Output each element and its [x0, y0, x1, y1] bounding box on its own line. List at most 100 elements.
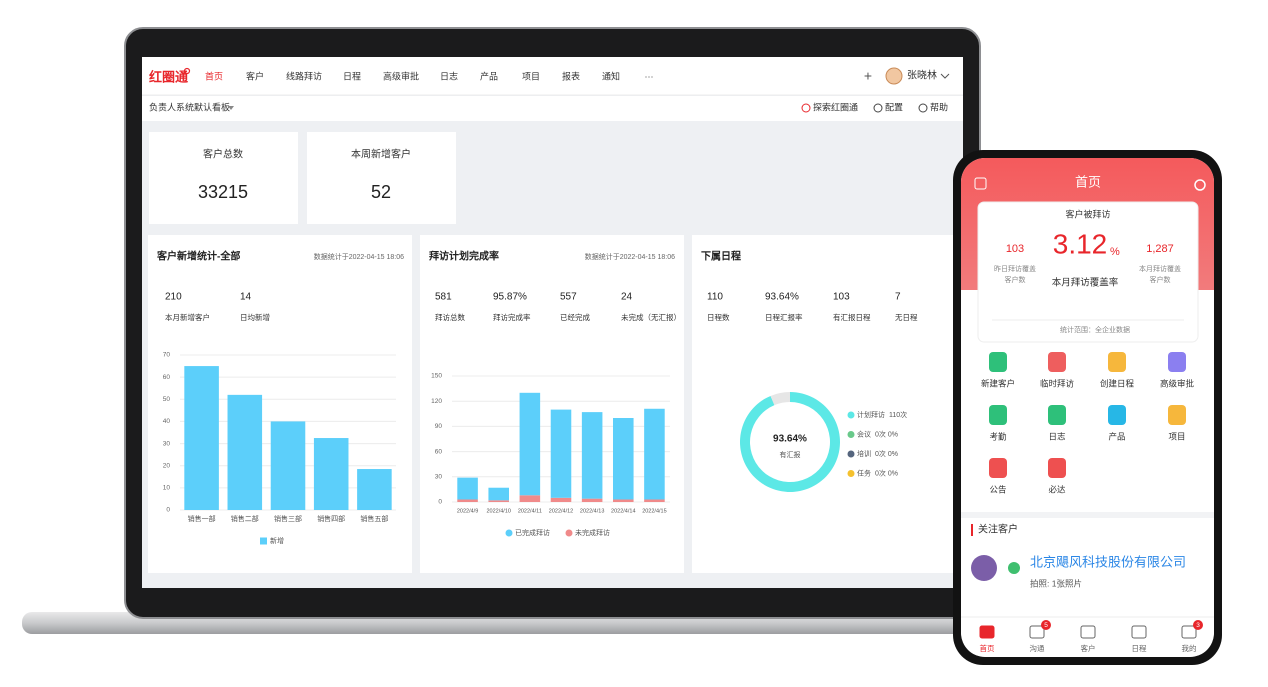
y-tick-label: 50 [163, 396, 171, 403]
legend-swatch[interactable] [847, 431, 855, 438]
x-tick-label: 2022/4/15 [642, 508, 666, 514]
x-tick-label: 销售三部 [274, 514, 302, 523]
nav-item[interactable]: 项目 [522, 71, 540, 81]
bar-segment [519, 495, 541, 502]
shortcut-icon[interactable] [1168, 352, 1186, 372]
bar-segment [644, 499, 665, 502]
scan-icon[interactable] [974, 177, 987, 190]
panel-stamp: 数据统计于2022-04-15 18:06 [314, 252, 404, 261]
nav-item[interactable]: 线路拜访 [286, 70, 322, 81]
shortcut-label[interactable]: 项目 [1168, 431, 1185, 441]
right-value: 1,287 [1146, 243, 1174, 255]
legend-label[interactable]: 计划拜访 [857, 410, 885, 419]
legend-swatch[interactable] [847, 470, 855, 477]
customer-note: 拍照: 1张照片 [1030, 578, 1082, 588]
tab-icon[interactable] [979, 625, 995, 639]
shortcut-label[interactable]: 必达 [1048, 484, 1066, 494]
y-tick-label: 70 [163, 352, 171, 359]
shortcut-label[interactable]: 临时拜访 [1040, 378, 1075, 388]
shortcut-icon[interactable] [989, 458, 1007, 478]
shortcut-icon[interactable] [1048, 458, 1066, 478]
shortcut-label[interactable]: 创建日程 [1100, 378, 1135, 388]
badge-count: 3 [1196, 622, 1200, 629]
shortcut-label[interactable]: 产品 [1108, 431, 1125, 441]
shortcut-icon[interactable] [1168, 405, 1186, 425]
legend-label[interactable]: 新增 [270, 536, 284, 545]
legend-detail[interactable]: 110次 [889, 410, 907, 419]
toolbar-link[interactable]: 配置 [885, 102, 903, 112]
shortcut-icon[interactable] [989, 352, 1007, 372]
y-tick-label: 30 [163, 440, 171, 447]
board-selector[interactable]: 负责人系统默认看板 [149, 101, 230, 112]
legend-detail[interactable]: 0次 0% [875, 449, 898, 458]
nav-item[interactable]: 客户 [246, 70, 264, 81]
customer-name[interactable]: 北京飓风科技股份有限公司 [1030, 554, 1186, 569]
nav-item[interactable]: 高级审批 [383, 70, 419, 81]
stat-value: 14 [240, 292, 252, 303]
nav-item[interactable]: 产品 [480, 70, 498, 81]
nav-item[interactable]: 日程 [343, 71, 361, 81]
user-chevron[interactable] [940, 73, 950, 79]
stat-value: 557 [560, 292, 577, 303]
legend-swatch[interactable] [505, 529, 513, 537]
nav-item[interactable]: 通知 [602, 70, 620, 81]
shortcut-icon[interactable] [1108, 405, 1126, 425]
legend-swatch[interactable] [260, 537, 267, 545]
bar [313, 438, 349, 510]
link-icon[interactable] [873, 103, 883, 113]
legend-detail[interactable]: 0次 0% [875, 429, 898, 438]
bar-segment [644, 408, 665, 500]
legend-detail[interactable]: 0次 0% [875, 468, 898, 477]
shortcut-icon[interactable] [1048, 405, 1066, 425]
tab-icon[interactable] [1080, 625, 1096, 639]
card-label: 本周新增客户 [351, 148, 411, 161]
user-avatar[interactable] [885, 67, 903, 85]
nav-item[interactable]: ··· [645, 71, 654, 81]
nav-item[interactable]: 首页 [205, 70, 223, 81]
board-caret[interactable] [228, 106, 234, 110]
shortcut-label[interactable]: 考勤 [989, 431, 1007, 441]
tab-label[interactable]: 客户 [1081, 643, 1096, 653]
shortcut-icon[interactable] [989, 405, 1007, 425]
tab-icon[interactable] [1131, 625, 1147, 639]
link-icon[interactable] [918, 103, 928, 113]
legend-label[interactable]: 培训 [857, 449, 871, 458]
bar [270, 421, 306, 510]
nav-item[interactable]: 日志 [440, 70, 458, 81]
add-button[interactable]: + [864, 68, 872, 84]
tab-icon[interactable] [1181, 625, 1197, 639]
legend-swatch[interactable] [847, 450, 855, 458]
logo[interactable]: 红圈通 [149, 69, 188, 84]
right-label: 本月拜访覆盖 [1139, 264, 1181, 273]
toolbar-link[interactable]: 探索红圈通 [813, 101, 858, 112]
nav-item[interactable]: 报表 [562, 70, 580, 81]
legend-label[interactable]: 会议 [857, 429, 871, 438]
stat-card [307, 132, 456, 224]
legend-swatch[interactable] [565, 529, 573, 537]
tab-label[interactable]: 我的 [1182, 643, 1197, 653]
stat-label: 拜访总数 [435, 312, 465, 322]
tab-label[interactable]: 日程 [1132, 644, 1148, 653]
shortcut-label[interactable]: 高级审批 [1160, 378, 1195, 388]
settings-icon[interactable] [1194, 179, 1206, 191]
tab-label[interactable]: 首页 [980, 643, 995, 653]
link-icon[interactable] [801, 103, 811, 113]
toolbar-link[interactable]: 帮助 [930, 101, 948, 112]
legend-label[interactable]: 已完成拜访 [515, 528, 550, 537]
logo-dot [183, 67, 191, 75]
shortcut-icon[interactable] [1108, 352, 1126, 372]
customer-avatar[interactable] [971, 555, 997, 581]
bar-segment [457, 477, 478, 500]
shortcut-label[interactable]: 日志 [1048, 431, 1066, 441]
tab-label[interactable]: 沟通 [1030, 643, 1046, 653]
legend-swatch[interactable] [847, 411, 855, 419]
tab-icon[interactable] [1029, 625, 1045, 639]
shortcut-label[interactable]: 新建客户 [981, 378, 1015, 388]
stat-label: 未完成（无汇报） [621, 312, 681, 322]
stat-label: 已经完成 [560, 312, 590, 322]
legend-label[interactable]: 未完成拜访 [575, 528, 610, 537]
legend-label[interactable]: 任务 [857, 468, 871, 477]
shortcut-label[interactable]: 公告 [989, 484, 1006, 494]
user-name[interactable]: 张晓林 [907, 69, 937, 82]
shortcut-icon[interactable] [1048, 352, 1066, 372]
